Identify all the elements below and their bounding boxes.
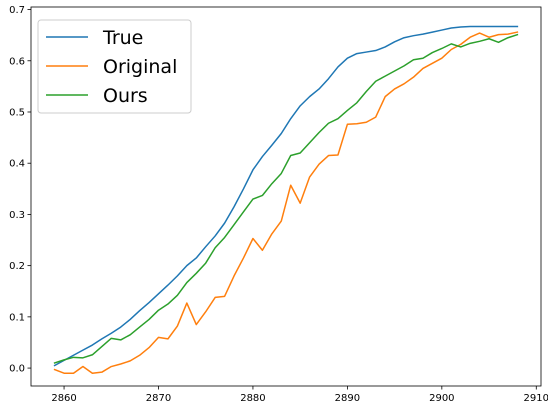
series-line-true — [53, 25, 519, 367]
series-line-ours — [53, 33, 519, 364]
legend-label-true: True — [102, 27, 143, 49]
series-line-original — [53, 31, 519, 374]
legend: True Original Ours — [37, 19, 192, 114]
x-tick-label: 2890 — [335, 393, 360, 404]
y-tick-label: 0.0 — [9, 364, 25, 375]
y-tick-label: 0.6 — [9, 56, 25, 67]
x-tick-label: 2870 — [146, 393, 171, 404]
legend-label-original: Original — [103, 56, 177, 78]
legend-box — [37, 19, 192, 114]
x-tick-label: 2910 — [524, 393, 548, 404]
y-tick-label: 0.5 — [9, 107, 25, 118]
y-tick-label: 0.3 — [9, 210, 25, 221]
legend-label-ours: Ours — [103, 85, 148, 107]
y-tick-label: 0.2 — [9, 261, 25, 272]
plot-area-frame — [30, 6, 542, 387]
x-axis: 2860 2870 2880 2890 2900 2910 — [51, 386, 548, 404]
y-tick-label: 0.7 — [9, 5, 25, 16]
series-lines — [53, 25, 519, 374]
x-tick-label: 2860 — [51, 393, 76, 404]
y-tick-label: 0.4 — [9, 159, 25, 170]
x-tick-label: 2880 — [240, 393, 265, 404]
y-tick-label: 0.1 — [9, 312, 25, 323]
y-axis: 0.0 0.1 0.2 0.3 0.4 0.5 0.6 0.7 — [9, 5, 31, 375]
x-tick-label: 2900 — [429, 393, 454, 404]
